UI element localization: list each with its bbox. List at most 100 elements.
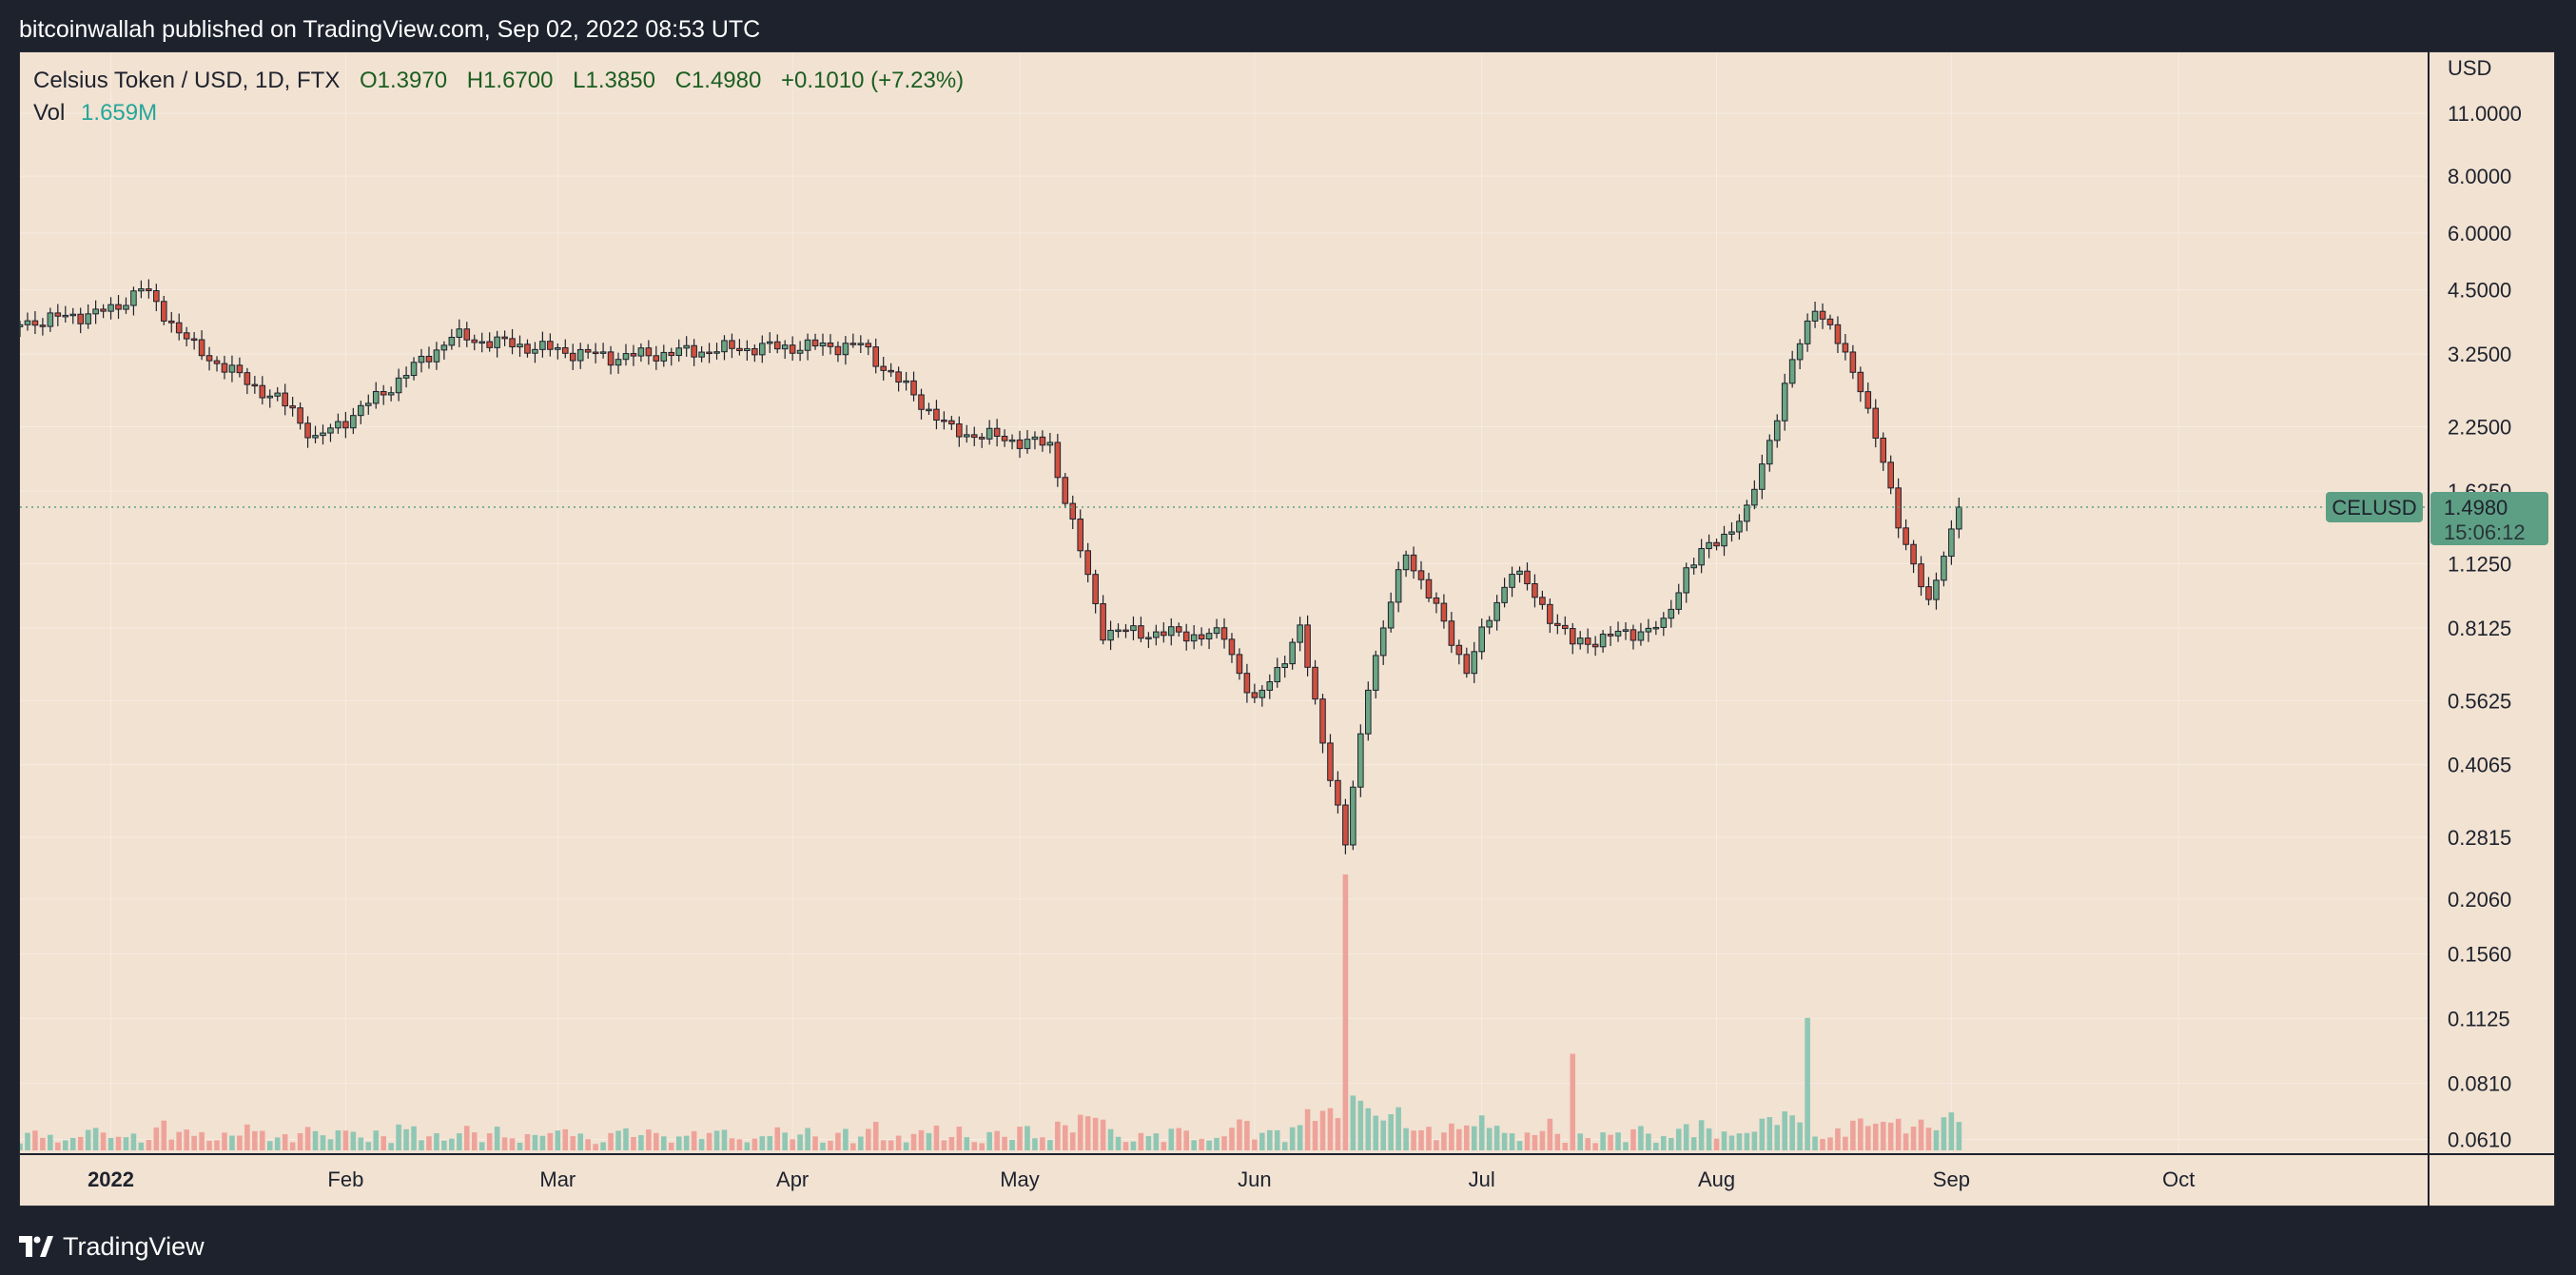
candle-down[interactable] <box>1198 634 1205 640</box>
candle-down[interactable] <box>1826 318 1834 325</box>
candle-down[interactable] <box>39 324 47 327</box>
candle-down[interactable] <box>630 353 637 357</box>
candle-up[interactable] <box>1660 618 1668 628</box>
candle-down[interactable] <box>1228 638 1236 656</box>
candle-up[interactable] <box>926 408 932 412</box>
candle-up[interactable] <box>1804 320 1811 344</box>
candle-down[interactable] <box>1425 579 1433 598</box>
candle-up[interactable] <box>24 320 31 325</box>
candle-up[interactable] <box>713 351 720 354</box>
candle-down[interactable] <box>1895 487 1902 529</box>
candle-down[interactable] <box>175 322 183 334</box>
candle-down[interactable] <box>729 340 735 349</box>
candle-up[interactable] <box>1008 439 1016 442</box>
candle-down[interactable] <box>160 301 167 322</box>
candle-down[interactable] <box>244 372 251 385</box>
candle-up[interactable] <box>1788 359 1796 384</box>
candle-up[interactable] <box>1614 630 1622 637</box>
candle-down[interactable] <box>1607 633 1614 637</box>
candle-down[interactable] <box>1903 527 1909 545</box>
candle-up[interactable] <box>1773 420 1781 441</box>
candle-up[interactable] <box>1751 488 1758 506</box>
candle-down[interactable] <box>1175 626 1182 633</box>
candle-down[interactable] <box>1243 673 1251 694</box>
candle-down[interactable] <box>948 420 955 425</box>
footer-brand[interactable]: TradingView <box>19 1227 205 1265</box>
candle-up[interactable] <box>1744 504 1750 522</box>
candle-down[interactable] <box>1562 624 1569 630</box>
candle-up[interactable] <box>1652 626 1660 630</box>
candle-up[interactable] <box>1130 625 1137 632</box>
candle-up[interactable] <box>433 349 440 363</box>
candle-down[interactable] <box>888 369 894 373</box>
candle-up[interactable] <box>1501 586 1508 603</box>
candle-up[interactable] <box>1576 638 1584 645</box>
candle-up[interactable] <box>1167 626 1175 637</box>
candle-up[interactable] <box>517 343 523 348</box>
candle-down[interactable] <box>501 336 508 340</box>
candle-up[interactable] <box>1281 663 1288 668</box>
candle-down[interactable] <box>827 342 834 347</box>
candle-down[interactable] <box>1918 563 1924 588</box>
chart-frame[interactable]: 11.0000 8.0000 6.0000 4.5000 3.2500 2.2500 1.6… <box>19 51 2556 1207</box>
candle-down[interactable] <box>872 346 880 367</box>
candle-up[interactable] <box>1153 631 1160 638</box>
candle-down[interactable] <box>1335 779 1341 806</box>
candle-up[interactable] <box>766 341 773 344</box>
candle-up[interactable] <box>387 392 395 396</box>
candle-down[interactable] <box>1630 629 1637 641</box>
candle-down[interactable] <box>584 348 592 353</box>
candle-up[interactable] <box>1372 655 1379 691</box>
candle-up[interactable] <box>1259 689 1266 698</box>
candle-up[interactable] <box>1675 592 1683 610</box>
candle-down[interactable] <box>653 355 660 362</box>
candle-down[interactable] <box>282 392 288 407</box>
candle-down[interactable] <box>1069 502 1077 520</box>
candle-down[interactable] <box>251 383 259 387</box>
candle-down[interactable] <box>1448 620 1455 646</box>
candle-up[interactable] <box>1516 570 1523 576</box>
candle-up[interactable] <box>1145 637 1152 639</box>
candle-up[interactable] <box>1387 601 1395 629</box>
candle-up[interactable] <box>478 341 485 344</box>
candle-down[interactable] <box>1834 324 1842 344</box>
candle-down[interactable] <box>1463 654 1471 675</box>
candle-down[interactable] <box>1016 439 1024 449</box>
candle-up[interactable] <box>539 341 546 350</box>
candle-down[interactable] <box>1842 343 1849 353</box>
candle-up[interactable] <box>759 343 766 356</box>
candle-up[interactable] <box>637 347 645 357</box>
legend-vol-label[interactable]: Vol <box>33 100 66 126</box>
candle-down[interactable] <box>213 360 221 364</box>
candle-down[interactable] <box>569 352 576 362</box>
candle-up[interactable] <box>107 304 114 312</box>
candle-down[interactable] <box>167 320 175 324</box>
last-price-tag[interactable] <box>2430 491 2548 545</box>
candle-down[interactable] <box>547 341 554 350</box>
candle-up[interactable] <box>1736 520 1743 533</box>
candle-down[interactable] <box>1312 666 1318 700</box>
candle-down[interactable] <box>1410 554 1417 572</box>
candle-up[interactable] <box>1796 343 1804 361</box>
candle-up[interactable] <box>1622 629 1630 632</box>
candle-down[interactable] <box>205 355 213 362</box>
candle-down[interactable] <box>1319 698 1326 744</box>
candle-down[interactable] <box>1539 597 1546 605</box>
candle-up[interactable] <box>1706 541 1712 550</box>
candle-up[interactable] <box>327 427 334 434</box>
candle-down[interactable] <box>1584 638 1591 645</box>
candle-down[interactable] <box>1236 654 1243 675</box>
candle-up[interactable] <box>1289 641 1296 665</box>
candle-down[interactable] <box>1872 407 1880 439</box>
candle-down[interactable] <box>1925 586 1932 600</box>
candle-down[interactable] <box>1092 574 1099 604</box>
candle-down[interactable] <box>1532 582 1538 598</box>
candle-up[interactable] <box>781 344 789 350</box>
candle-up[interactable] <box>312 435 319 439</box>
candle-up[interactable] <box>62 314 69 318</box>
candle-up[interactable] <box>1698 548 1705 566</box>
candle-up[interactable] <box>1046 441 1054 446</box>
candle-up[interactable] <box>1024 439 1031 449</box>
candle-down[interactable] <box>1554 622 1561 626</box>
candle-down[interactable] <box>190 338 198 342</box>
